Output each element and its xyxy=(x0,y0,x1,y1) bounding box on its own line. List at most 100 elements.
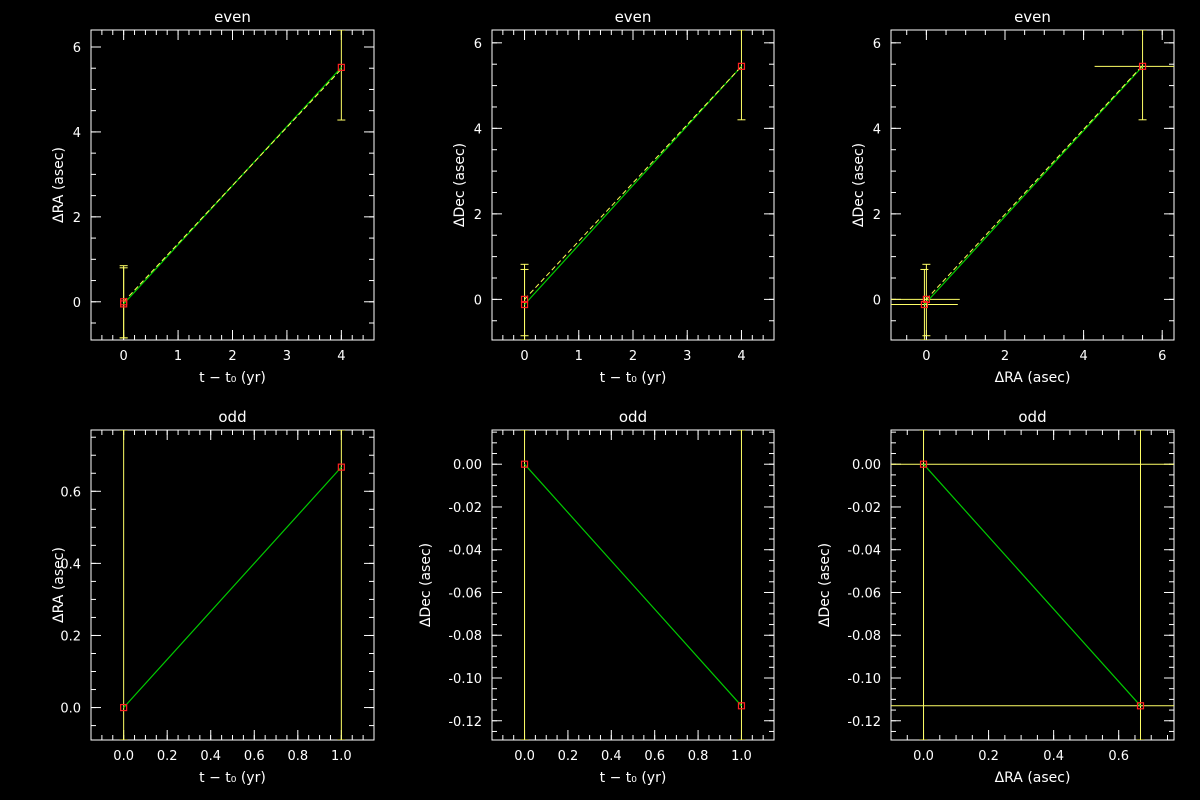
x-tick-label: 0.4 xyxy=(200,749,221,764)
chart-panel-1: 0 1 2 3 4 0 2 4 6 even t − t₀ (yr) ΔRA (asec) xyxy=(51,8,375,386)
chart-panel-3: 0 2 4 6 0 2 4 6 even ΔRA (asec) ΔDec (asec) xyxy=(851,8,1175,386)
data-layer xyxy=(119,30,346,339)
data-point-marker xyxy=(337,63,345,71)
y-tick-label: 6 xyxy=(474,37,482,52)
y-axis-label: ΔDec (asec) xyxy=(452,143,468,227)
y-tick-label: -0.02 xyxy=(448,501,482,516)
y-axis-label: ΔRA (asec) xyxy=(51,147,67,223)
x-tick-label: 4 xyxy=(337,349,345,364)
x-tick-label: 1.0 xyxy=(731,749,752,764)
x-tick-label: 0 xyxy=(120,349,128,364)
y-tick-label: 0.0 xyxy=(60,702,81,717)
x-tick-label: 0.6 xyxy=(244,749,265,764)
x-tick-label: 2 xyxy=(228,349,236,364)
y-tick-label: -0.12 xyxy=(847,715,881,730)
data-layer xyxy=(520,30,746,340)
chart-title: odd xyxy=(619,408,647,426)
x-tick-label: 4 xyxy=(737,349,745,364)
y-tick-label: 0 xyxy=(73,296,81,311)
y-tick-label: 0 xyxy=(474,293,482,308)
data-layer xyxy=(891,30,1174,340)
x-tick-label: 0.6 xyxy=(1108,749,1129,764)
x-tick-label: 0.8 xyxy=(688,749,709,764)
x-tick-label: 0.0 xyxy=(113,749,134,764)
chart-panel-5: 0.0 0.2 0.4 0.6 0.8 1.0 0.00 -0.02 -0.04 -0.06 -0.… xyxy=(418,408,775,786)
data-layer xyxy=(520,430,746,740)
x-axis-label: t − t₀ (yr) xyxy=(600,370,667,386)
fit-line xyxy=(524,65,742,305)
x-tick-label: 6 xyxy=(1158,349,1166,364)
y-tick-label: -0.12 xyxy=(448,715,482,730)
x-tick-label: 3 xyxy=(683,349,691,364)
y-tick-label: -0.10 xyxy=(847,672,881,687)
y-tick-label: -0.04 xyxy=(847,544,881,559)
data-point-marker xyxy=(520,295,529,303)
y-tick-label: 0.2 xyxy=(60,629,81,644)
x-tick-label: 1 xyxy=(174,349,182,364)
y-tick-label: 6 xyxy=(73,41,81,56)
y-tick-label: -0.06 xyxy=(448,586,482,601)
chart-panel-6: 0.0 0.2 0.4 0.6 0.00 -0.02 -0.04 -0.06 -0.08 -0.1… xyxy=(817,408,1175,786)
y-tick-label: 2 xyxy=(73,211,81,226)
data-point-marker xyxy=(1138,62,1147,70)
x-tick-label: 0.0 xyxy=(913,749,934,764)
y-tick-label: 4 xyxy=(873,122,881,137)
axes-frame xyxy=(890,429,1175,741)
y-tick-label: 4 xyxy=(474,122,482,137)
data-point-marker xyxy=(737,702,746,710)
x-tick-label: 2 xyxy=(629,349,637,364)
model-dashed-line xyxy=(123,68,342,303)
fit-line xyxy=(524,463,742,707)
x-tick-label: 4 xyxy=(1079,349,1087,364)
data-layer xyxy=(891,430,1174,740)
data-point-marker xyxy=(919,460,928,468)
fit-line xyxy=(123,466,342,708)
y-tick-label: -0.08 xyxy=(847,629,881,644)
y-axis-label: ΔDec (asec) xyxy=(851,143,867,227)
y-tick-label: -0.10 xyxy=(448,672,482,687)
y-tick-label: -0.02 xyxy=(847,501,881,516)
x-axis-label: t − t₀ (yr) xyxy=(199,770,266,786)
x-axis-label: ΔRA (asec) xyxy=(995,370,1071,386)
y-axis-label: ΔRA (asec) xyxy=(51,547,67,623)
x-tick-label: 0.0 xyxy=(514,749,535,764)
x-tick-label: 0.2 xyxy=(157,749,178,764)
data-point-marker xyxy=(920,300,929,309)
y-tick-label: -0.08 xyxy=(448,629,482,644)
x-tick-label: 0.2 xyxy=(558,749,579,764)
x-tick-label: 0.2 xyxy=(978,749,999,764)
axes-frame xyxy=(890,29,1175,341)
data-point-marker xyxy=(737,62,746,70)
chart-title: even xyxy=(214,8,251,26)
y-tick-label: 0.6 xyxy=(60,485,81,500)
y-tick-label: 0.00 xyxy=(453,458,482,473)
chart-title: odd xyxy=(1018,408,1046,426)
data-layer xyxy=(119,430,346,740)
y-axis-label: ΔDec (asec) xyxy=(418,543,434,627)
x-axis-label: t − t₀ (yr) xyxy=(199,370,266,386)
fit-line xyxy=(923,463,1141,707)
x-tick-label: 0.8 xyxy=(287,749,308,764)
chart-title: even xyxy=(615,8,652,26)
model-dashed-line xyxy=(524,66,742,300)
chart-panel-2: 0 1 2 3 4 0 2 4 6 even t − t₀ (yr) ΔDec (asec) xyxy=(452,8,775,386)
y-tick-label: 0.00 xyxy=(852,458,881,473)
x-tick-label: 1 xyxy=(575,349,583,364)
data-point-marker xyxy=(120,703,128,712)
y-tick-label: 0 xyxy=(873,293,881,308)
y-tick-label: 2 xyxy=(873,208,881,223)
data-point-marker xyxy=(922,295,930,303)
data-point-marker xyxy=(337,463,345,471)
data-point-marker xyxy=(120,298,128,306)
y-tick-label: 6 xyxy=(873,37,881,52)
data-point-marker xyxy=(520,460,529,468)
x-tick-label: 0 xyxy=(520,349,528,364)
y-tick-label: -0.06 xyxy=(847,586,881,601)
x-tick-label: 3 xyxy=(283,349,291,364)
x-tick-label: 0.6 xyxy=(644,749,665,764)
y-tick-label: 4 xyxy=(73,126,81,141)
y-tick-label: -0.04 xyxy=(448,544,482,559)
model-dashed-line xyxy=(926,66,1143,300)
data-point-marker xyxy=(1136,702,1145,710)
